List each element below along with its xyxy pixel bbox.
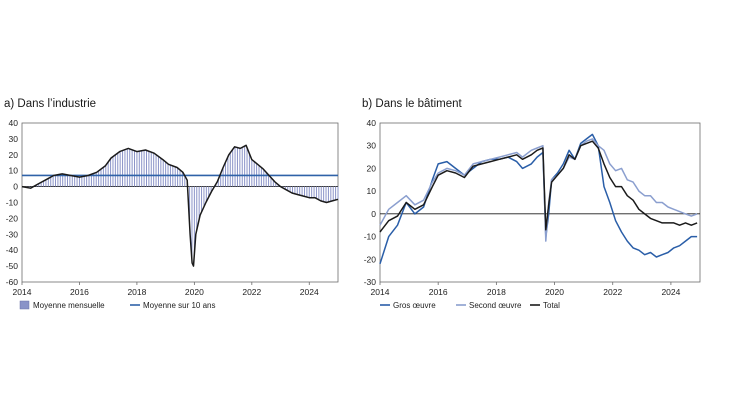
- y-tick-label: -30: [364, 277, 377, 287]
- y-tick-label: -10: [6, 198, 19, 208]
- y-tick-label: -30: [6, 229, 19, 239]
- y-tick-label: -40: [6, 245, 19, 255]
- legend-swatch: [20, 301, 29, 309]
- x-tick-label: 2024: [300, 287, 319, 297]
- x-tick-label: 2022: [242, 287, 261, 297]
- series-line: [22, 145, 338, 266]
- y-tick-label: 0: [371, 209, 376, 219]
- x-tick-label: 2018: [487, 287, 506, 297]
- legend-label: Moyenne mensuelle: [33, 301, 105, 310]
- y-tick-label: -60: [6, 277, 19, 287]
- y-tick-label: 0: [13, 182, 18, 192]
- chart-title: b) Dans le bâtiment: [362, 98, 463, 110]
- y-tick-label: 40: [9, 118, 19, 128]
- legend-entry: Moyenne sur 10 ans: [130, 301, 216, 310]
- x-tick-label: 2020: [545, 287, 564, 297]
- x-tick-label: 2018: [127, 287, 146, 297]
- legend-entry: Total: [530, 301, 560, 310]
- legend-entry: Moyenne mensuelle: [20, 301, 105, 310]
- chart-batiment: b) Dans le bâtiment 403020100-10-20-3020…: [362, 98, 700, 310]
- y-tick-label: -20: [364, 254, 377, 264]
- legend-label: Gros œuvre: [393, 301, 436, 310]
- y-tick-label: 10: [9, 166, 19, 176]
- legend-entry: Gros œuvre: [380, 301, 436, 310]
- legend-label: Total: [543, 301, 560, 310]
- chart-title: a) Dans l’industrie: [4, 98, 96, 110]
- y-tick-label: 20: [367, 163, 377, 173]
- x-tick-label: 2016: [429, 287, 448, 297]
- legend-entry: Second œuvre: [456, 301, 522, 310]
- x-tick-label: 2022: [603, 287, 622, 297]
- y-tick-label: 10: [367, 186, 377, 196]
- x-tick-label: 2020: [185, 287, 204, 297]
- series-line: [380, 141, 697, 232]
- series-line: [380, 134, 697, 263]
- y-tick-label: -50: [6, 261, 19, 271]
- y-tick-label: 40: [367, 118, 377, 128]
- y-tick-label: 30: [9, 134, 19, 144]
- x-tick-label: 2014: [13, 287, 32, 297]
- plot-frame: [22, 123, 338, 282]
- monthly-bars: [22, 146, 338, 262]
- legend-label: Second œuvre: [469, 301, 522, 310]
- y-tick-label: -20: [6, 213, 19, 223]
- series-line: [380, 139, 697, 241]
- y-tick-label: 20: [9, 150, 19, 160]
- x-tick-label: 2014: [371, 287, 390, 297]
- y-tick-label: 30: [367, 141, 377, 151]
- legend-label: Moyenne sur 10 ans: [143, 301, 216, 310]
- chart-industrie: a) Dans l’industrie 40 30 20 10 0 -10 -20 -30 -4…: [4, 98, 338, 310]
- y-tick-label: -10: [364, 232, 377, 242]
- x-tick-label: 2024: [661, 287, 680, 297]
- x-tick-label: 2016: [70, 287, 89, 297]
